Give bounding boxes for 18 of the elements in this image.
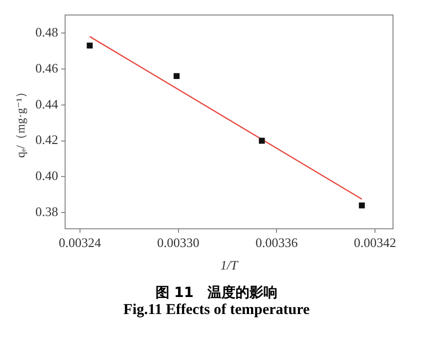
x-tick-label: 0.00336 (255, 235, 298, 250)
y-tick-label: 0.48 (35, 24, 58, 40)
point (86, 42, 93, 49)
y-axis-title: qₑ/（mg·g⁻¹） (13, 86, 28, 158)
text: 图 11 温度的影响 (154, 284, 279, 302)
text: Fig.11 Effects of temperature (122, 302, 311, 319)
y-tick-label: 0.40 (35, 168, 58, 184)
point (258, 138, 265, 144)
x-axis-title: 1/T (220, 258, 239, 273)
y-tick-label: 0.38 (35, 204, 58, 220)
y-tick-label: 0.46 (35, 60, 59, 76)
point (174, 73, 180, 80)
x-tick-label: 0.00342 (354, 235, 396, 250)
x-tick-label: 0.00324 (58, 235, 102, 250)
x-tick-label: 0.00330 (157, 235, 200, 250)
y-tick-label: 0.44 (35, 96, 59, 112)
y-tick-label: 0.42 (35, 132, 58, 148)
point (358, 202, 365, 208)
